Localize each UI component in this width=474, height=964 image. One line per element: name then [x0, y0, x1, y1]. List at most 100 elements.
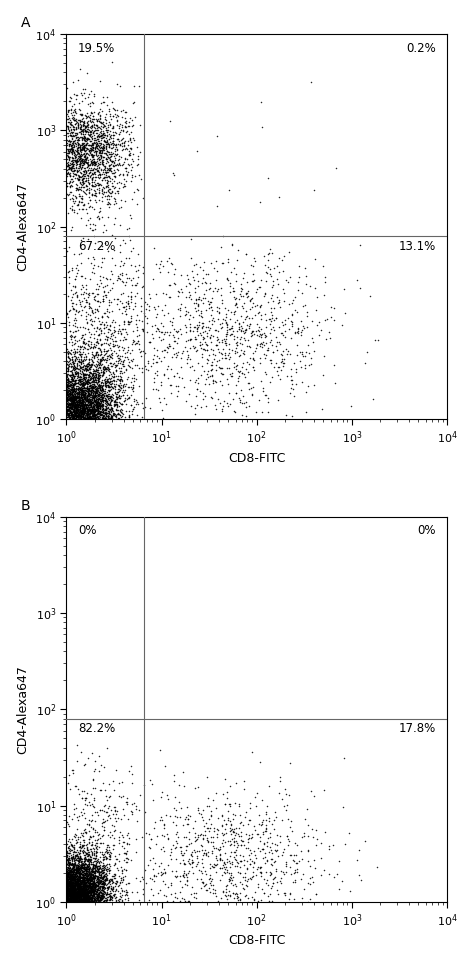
Point: [132, 278, 139, 293]
Point: [80, 404, 87, 419]
Point: [287, 373, 294, 388]
Point: [77, 854, 85, 870]
Point: [67, 399, 74, 415]
Point: [72, 893, 80, 908]
Point: [71, 352, 79, 367]
Point: [68, 131, 75, 147]
Point: [69, 887, 76, 902]
Point: [72, 891, 79, 906]
Point: [69, 812, 76, 827]
Point: [67, 369, 74, 385]
Point: [80, 403, 88, 418]
Point: [101, 848, 109, 864]
Point: [94, 870, 102, 886]
Point: [63, 893, 71, 908]
Point: [87, 878, 95, 894]
Point: [117, 402, 124, 417]
Point: [68, 410, 76, 425]
Point: [67, 870, 74, 886]
Point: [210, 283, 217, 299]
Point: [63, 864, 71, 879]
Point: [100, 819, 108, 835]
Point: [330, 357, 337, 372]
Point: [171, 767, 178, 783]
Point: [128, 370, 136, 386]
Point: [81, 792, 89, 808]
Point: [69, 884, 77, 899]
Point: [81, 174, 89, 189]
Point: [81, 376, 88, 391]
Point: [76, 845, 84, 861]
Point: [159, 258, 167, 274]
Point: [119, 102, 127, 118]
Point: [96, 156, 103, 172]
Point: [73, 393, 81, 409]
Point: [113, 114, 120, 129]
Point: [91, 864, 99, 879]
Point: [234, 243, 242, 258]
Point: [77, 886, 84, 901]
Point: [82, 885, 89, 900]
Point: [68, 387, 76, 402]
Point: [70, 861, 78, 876]
Point: [84, 871, 91, 887]
Point: [75, 853, 82, 869]
Point: [96, 367, 104, 383]
Point: [200, 386, 207, 401]
Point: [99, 401, 107, 416]
Point: [100, 870, 108, 885]
Point: [151, 855, 158, 870]
Point: [72, 142, 79, 157]
Point: [100, 367, 107, 383]
Point: [102, 388, 109, 403]
Point: [128, 273, 135, 288]
Point: [84, 307, 91, 322]
Point: [83, 396, 91, 412]
Point: [68, 380, 76, 395]
Point: [262, 875, 270, 891]
Point: [84, 880, 92, 896]
Point: [64, 868, 71, 883]
Point: [89, 371, 97, 387]
Point: [76, 378, 84, 393]
Point: [118, 404, 125, 419]
Point: [84, 405, 91, 420]
Point: [72, 368, 79, 384]
Point: [83, 879, 91, 895]
Point: [67, 879, 75, 895]
Point: [80, 130, 88, 146]
Point: [100, 291, 107, 307]
Point: [65, 378, 73, 393]
Point: [109, 879, 117, 895]
Point: [68, 891, 75, 906]
Point: [81, 875, 88, 891]
Point: [69, 892, 77, 907]
Point: [133, 196, 140, 211]
Point: [71, 879, 79, 895]
Point: [85, 883, 93, 898]
Point: [88, 398, 95, 414]
Point: [75, 388, 83, 404]
Point: [81, 151, 88, 167]
Point: [132, 317, 140, 333]
Point: [65, 870, 73, 885]
Point: [87, 880, 95, 896]
Point: [81, 874, 89, 890]
Point: [88, 399, 96, 415]
Point: [84, 879, 91, 895]
Point: [95, 887, 103, 902]
Point: [157, 374, 164, 389]
Point: [145, 335, 153, 350]
Point: [106, 356, 114, 371]
Point: [204, 363, 212, 379]
Point: [86, 869, 93, 884]
Point: [64, 894, 72, 909]
Point: [70, 887, 78, 902]
Point: [70, 318, 77, 334]
Point: [219, 401, 226, 416]
Point: [96, 870, 103, 886]
Point: [76, 392, 83, 408]
Point: [80, 857, 87, 872]
Point: [77, 151, 84, 167]
Point: [68, 369, 75, 385]
